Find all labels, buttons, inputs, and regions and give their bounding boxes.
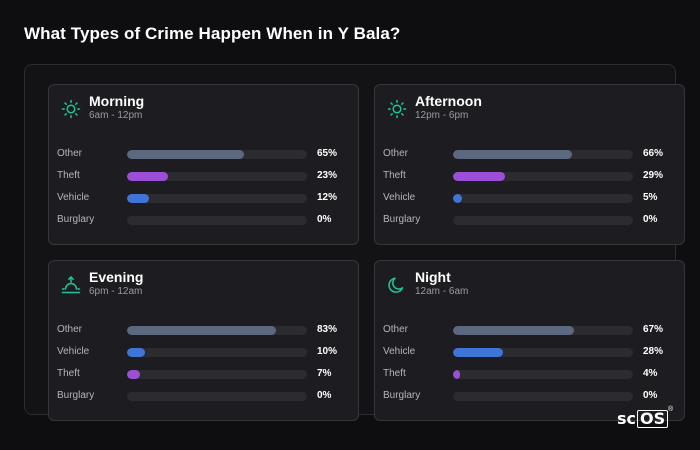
crime-percent: 65% (317, 148, 338, 159)
crime-percent: 23% (317, 170, 338, 181)
progress-fill (127, 326, 277, 335)
progress-fill (453, 348, 504, 357)
crime-label: Vehicle (57, 346, 90, 357)
crime-percent: 0% (317, 214, 332, 225)
crime-label: Other (383, 324, 409, 335)
progress-track (127, 370, 307, 379)
crime-row: Vehicle 10% (57, 345, 352, 359)
sun-icon (387, 99, 407, 119)
crime-row: Vehicle 5% (383, 191, 678, 205)
crime-label: Vehicle (383, 346, 416, 357)
card-title: Night (415, 269, 451, 285)
crime-label: Other (57, 324, 83, 335)
crime-percent: 67% (643, 324, 664, 335)
crime-row: Burglary 0% (57, 213, 352, 227)
card-time-range: 6pm - 12am (89, 286, 143, 297)
progress-track (453, 194, 633, 203)
page-title: What Types of Crime Happen When in Y Bal… (24, 24, 401, 43)
progress-track (127, 172, 307, 181)
card-morning: Morning 6am - 12pm Other 65% Theft 23% V… (48, 84, 359, 245)
progress-fill (127, 348, 145, 357)
crime-row: Other 66% (383, 147, 678, 161)
crime-label: Burglary (383, 390, 421, 401)
progress-track (127, 348, 307, 357)
brand-logo: sc OS (617, 409, 669, 428)
card-time-range: 12pm - 6pm (415, 110, 469, 121)
crime-label: Vehicle (383, 192, 416, 203)
progress-fill (453, 150, 572, 159)
crime-row: Vehicle 12% (57, 191, 352, 205)
crime-percent: 5% (643, 192, 658, 203)
crime-percent: 7% (317, 368, 332, 379)
crime-percent: 0% (643, 214, 658, 225)
progress-track (127, 194, 307, 203)
crime-row: Theft 4% (383, 367, 678, 381)
sunset-icon (61, 275, 81, 294)
crime-label: Burglary (383, 214, 421, 225)
progress-fill (127, 194, 149, 203)
crime-row: Theft 23% (57, 169, 352, 183)
progress-fill (453, 326, 574, 335)
crime-percent: 12% (317, 192, 338, 203)
crime-label: Other (383, 148, 409, 159)
progress-track (453, 172, 633, 181)
progress-fill (453, 194, 462, 203)
card-time-range: 6am - 12pm (89, 110, 143, 121)
crime-label: Burglary (57, 214, 95, 225)
registered-mark: ® (668, 406, 674, 413)
card-title: Morning (89, 93, 145, 109)
card-title: Evening (89, 269, 144, 285)
crime-row: Other 83% (57, 323, 352, 337)
crime-percent: 83% (317, 324, 338, 335)
progress-track (127, 150, 307, 159)
crime-row: Other 67% (383, 323, 678, 337)
crime-label: Theft (57, 368, 80, 379)
card-evening: Evening 6pm - 12am Other 83% Vehicle 10%… (48, 260, 359, 421)
sun-icon (61, 99, 81, 119)
crime-percent: 28% (643, 346, 664, 357)
card-afternoon: Afternoon 12pm - 6pm Other 66% Theft 29%… (374, 84, 685, 245)
progress-track (453, 392, 633, 401)
crime-percent: 0% (317, 390, 332, 401)
moon-icon (388, 277, 404, 293)
card-time-range: 12am - 6am (415, 286, 469, 297)
crime-percent: 66% (643, 148, 664, 159)
crime-row: Theft 7% (57, 367, 352, 381)
crime-row: Theft 29% (383, 169, 678, 183)
crime-label: Vehicle (57, 192, 90, 203)
crime-label: Other (57, 148, 83, 159)
crime-label: Theft (383, 368, 406, 379)
progress-track (453, 150, 633, 159)
progress-fill (453, 370, 461, 379)
progress-fill (127, 172, 169, 181)
crime-row: Burglary 0% (383, 213, 678, 227)
crime-row: Burglary 0% (57, 389, 352, 403)
crime-label: Theft (57, 170, 80, 181)
progress-fill (127, 370, 140, 379)
progress-track (127, 326, 307, 335)
crime-percent: 29% (643, 170, 664, 181)
crime-percent: 0% (643, 390, 658, 401)
progress-track (453, 216, 633, 225)
crime-row: Other 65% (57, 147, 352, 161)
card-night: Night 12am - 6am Other 67% Vehicle 28% T… (374, 260, 685, 421)
progress-track (453, 370, 633, 379)
crime-percent: 10% (317, 346, 338, 357)
crime-label: Theft (383, 170, 406, 181)
brand-text: sc (617, 409, 637, 428)
card-title: Afternoon (415, 93, 482, 109)
crime-row: Vehicle 28% (383, 345, 678, 359)
progress-fill (453, 172, 506, 181)
crime-label: Burglary (57, 390, 95, 401)
crime-percent: 4% (643, 368, 658, 379)
progress-track (453, 326, 633, 335)
progress-track (453, 348, 633, 357)
progress-track (127, 216, 307, 225)
progress-track (127, 392, 307, 401)
progress-fill (127, 150, 244, 159)
brand-text-box: OS (637, 409, 669, 428)
crime-row: Burglary 0% (383, 389, 678, 403)
